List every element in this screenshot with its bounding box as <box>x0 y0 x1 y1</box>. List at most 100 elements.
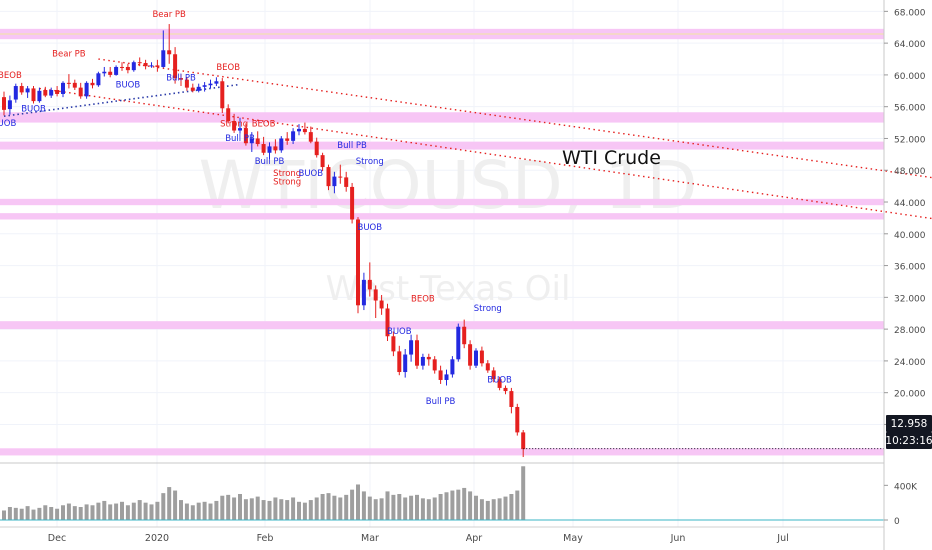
candle-body <box>456 326 461 360</box>
volume-bar <box>509 494 514 520</box>
volume-bar <box>420 498 425 520</box>
price-tick-label: 20.000 <box>894 390 926 400</box>
price-tick-label: 28.000 <box>894 326 926 336</box>
volume-bar <box>350 489 355 520</box>
volume-bar <box>391 494 396 520</box>
volume-bar <box>226 494 231 520</box>
candle-body <box>143 62 148 67</box>
volume-bar <box>149 504 154 520</box>
volume-bar <box>19 508 24 520</box>
countdown-label: 10:23:16 <box>885 435 932 447</box>
pattern-label: Strong <box>220 120 248 130</box>
candle-body <box>261 144 266 153</box>
volume-bar <box>143 502 148 520</box>
time-tick-label: Dec <box>48 533 66 544</box>
volume-bar <box>344 494 349 520</box>
candle-body <box>267 146 272 153</box>
time-tick-label: Jul <box>776 533 788 544</box>
volume-bar <box>468 491 473 520</box>
subtitle-watermark: West Texas Oil <box>326 269 571 309</box>
volume-bar <box>208 503 213 520</box>
volume-bar <box>37 507 42 520</box>
volume-bar <box>131 502 136 520</box>
volume-bar <box>515 490 520 520</box>
volume-bar <box>184 503 189 520</box>
candle-body <box>279 138 284 151</box>
volume-bar <box>326 493 331 520</box>
volume-bar <box>155 501 160 520</box>
pattern-label: BEOB <box>411 294 435 304</box>
volume-bar <box>243 499 248 520</box>
volume-bar <box>373 499 378 520</box>
volume-bar <box>190 505 195 520</box>
candle-body <box>255 138 260 145</box>
volume-bar <box>379 498 384 520</box>
price-tick-label: 36.000 <box>894 263 926 273</box>
last-price-badge: 12.958 10:23:16 <box>885 415 932 449</box>
volume-bar <box>444 492 449 520</box>
volume-axis: 400K 0 <box>884 482 918 527</box>
candle-body <box>196 86 201 91</box>
volume-bar <box>279 499 284 520</box>
volume-bar <box>474 495 478 520</box>
candle-body <box>497 379 502 388</box>
volume-bar <box>403 497 408 520</box>
volume-bar <box>102 500 107 520</box>
volume-bar <box>462 487 467 520</box>
volume-bar <box>214 500 219 520</box>
volume-bar <box>267 500 272 520</box>
pattern-label: Strong <box>356 157 384 167</box>
zone-band <box>0 448 884 456</box>
volume-bar <box>78 507 83 520</box>
candle-body <box>503 387 508 392</box>
volume-bar <box>66 503 71 520</box>
zone-band <box>0 321 884 330</box>
candle-body <box>78 87 83 97</box>
volume-bar <box>125 505 130 520</box>
pattern-label: BUOB <box>358 223 383 233</box>
candle-body <box>385 308 390 337</box>
candle-body <box>462 326 467 345</box>
candle-body <box>426 356 431 360</box>
candle-body <box>61 82 65 94</box>
time-axis[interactable]: Dec 2020 Feb Mar Apr May Jun Jul <box>48 533 789 544</box>
candle-body <box>37 90 42 102</box>
volume-bar <box>450 490 455 520</box>
candle-body <box>332 176 337 187</box>
volume-bar <box>72 506 77 520</box>
volume-bar <box>385 491 390 520</box>
candle-body <box>120 66 124 68</box>
pattern-label: BUOB <box>387 327 412 337</box>
pattern-label: BEOB <box>0 71 22 81</box>
candle-body <box>131 62 136 71</box>
volume-bar <box>297 501 301 520</box>
candle-body <box>438 370 443 380</box>
volume-bar <box>320 494 325 520</box>
candle-body <box>391 336 396 352</box>
candle-body <box>356 219 360 306</box>
pattern-label: Bull PB <box>426 397 456 407</box>
volume-bar <box>314 497 319 520</box>
price-tick-label: 56.000 <box>894 104 926 114</box>
price-candles[interactable] <box>2 24 884 458</box>
candle-body <box>344 177 349 187</box>
candle-body <box>13 86 18 100</box>
candle-body <box>25 88 30 93</box>
candle-body <box>361 279 366 306</box>
volume-bar <box>397 494 402 520</box>
candle-body <box>155 65 160 67</box>
pattern-label: BUOB <box>299 169 324 179</box>
pattern-label: Bear PB <box>152 10 186 20</box>
candle-body <box>2 97 6 110</box>
candle-body <box>102 71 107 74</box>
pattern-label: BUOB <box>116 81 141 91</box>
volume-bar <box>137 500 142 520</box>
candle-body <box>273 146 278 151</box>
candle-body <box>173 54 178 79</box>
pattern-label: Bear PB <box>52 50 86 60</box>
volume-bar <box>456 489 461 520</box>
price-tick-label: 24.000 <box>894 358 926 368</box>
volume-bar <box>61 505 65 520</box>
candle-body <box>190 87 195 91</box>
